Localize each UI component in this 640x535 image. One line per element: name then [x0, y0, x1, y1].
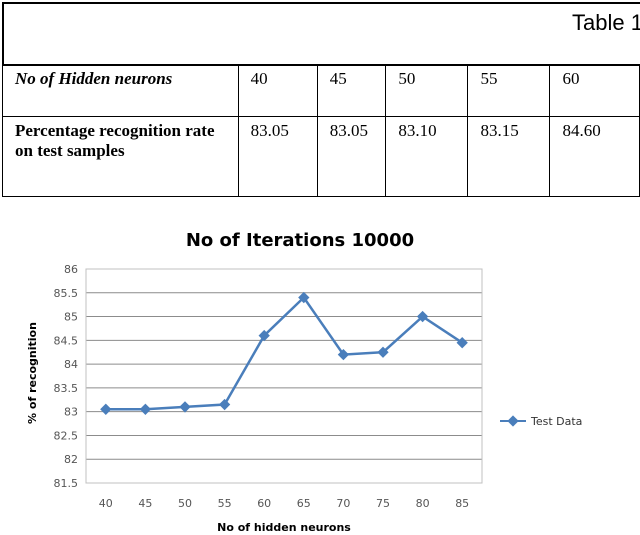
y-tick-label: 83 — [64, 406, 78, 419]
x-tick-label: 45 — [138, 497, 152, 510]
data-point — [100, 403, 112, 415]
table-cell: 83.05 — [237, 116, 318, 197]
legend-label: Test Data — [530, 415, 582, 428]
x-tick-label: 70 — [336, 497, 350, 510]
y-tick-label: 84.5 — [54, 334, 79, 347]
y-tick-label: 82 — [64, 453, 78, 466]
table-cell: 45 — [316, 64, 387, 117]
legend-marker — [507, 415, 519, 427]
table-row-hidden-neurons: No of Hidden neurons 40 45 50 55 60 — [2, 64, 640, 117]
x-tick-label: 85 — [455, 497, 469, 510]
chart-grid — [85, 268, 483, 484]
chart-title: No of Iterations 10000 — [186, 230, 414, 251]
plot-area — [85, 268, 483, 484]
row-header-recognition-rate: Percentage recognition rate on test samp… — [2, 116, 239, 197]
table-cell: 84.60 — [549, 116, 640, 197]
y-tick-label: 85 — [64, 311, 78, 324]
data-point — [456, 337, 468, 349]
y-tick-label: 85.5 — [54, 287, 79, 300]
x-tick-label: 65 — [297, 497, 311, 510]
y-axis-ticks: 81.5 82 82.5 83 83.5 84 84.5 85 85.5 86 — [54, 263, 79, 490]
row-header-hidden-neurons: No of Hidden neurons — [2, 64, 239, 117]
series-line — [105, 295, 463, 411]
y-tick-label: 81.5 — [54, 477, 79, 490]
x-tick-label: 80 — [416, 497, 430, 510]
table-cell: 83.05 — [316, 116, 387, 197]
x-tick-label: 60 — [257, 497, 271, 510]
x-tick-label: 75 — [376, 497, 390, 510]
results-table-area: Table 1 No of Hidden neurons 40 45 50 55… — [0, 0, 640, 200]
data-point — [218, 398, 231, 411]
data-point — [139, 403, 152, 415]
x-tick-label: 40 — [99, 497, 113, 510]
table-cell: 83.10 — [385, 116, 469, 197]
data-point — [416, 310, 429, 323]
chart-legend: Test Data — [500, 415, 582, 428]
table-cell: 40 — [237, 64, 318, 117]
y-tick-label: 82.5 — [54, 429, 79, 442]
table-cell: 50 — [385, 64, 469, 117]
data-point — [337, 348, 350, 361]
x-tick-label: 50 — [178, 497, 192, 510]
y-tick-label: 86 — [64, 263, 78, 276]
table-caption: Table 1 — [572, 10, 640, 35]
y-tick-label: 84 — [64, 358, 78, 371]
data-point — [258, 329, 270, 342]
data-point — [179, 401, 191, 413]
series-test-data — [100, 291, 468, 415]
x-tick-label: 55 — [218, 497, 232, 510]
x-axis-ticks: 40 45 50 55 60 65 70 75 80 85 — [99, 497, 469, 510]
table-row-recognition-rate: Percentage recognition rate on test samp… — [2, 116, 640, 197]
line-chart: No of Iterations 10000 81.58282.58383.58… — [26, 230, 582, 534]
y-axis-title: % of recognition — [26, 322, 39, 424]
x-axis-title: No of hidden neurons — [217, 521, 351, 534]
data-point — [377, 346, 389, 358]
table-cell: 83.15 — [467, 116, 551, 197]
table-cell: 60 — [549, 64, 640, 117]
table-caption-box: Table 1 — [2, 2, 640, 66]
table-cell: 55 — [467, 64, 551, 117]
results-table: No of Hidden neurons 40 45 50 55 60 Perc… — [2, 64, 640, 197]
y-tick-label: 83.5 — [54, 382, 79, 395]
